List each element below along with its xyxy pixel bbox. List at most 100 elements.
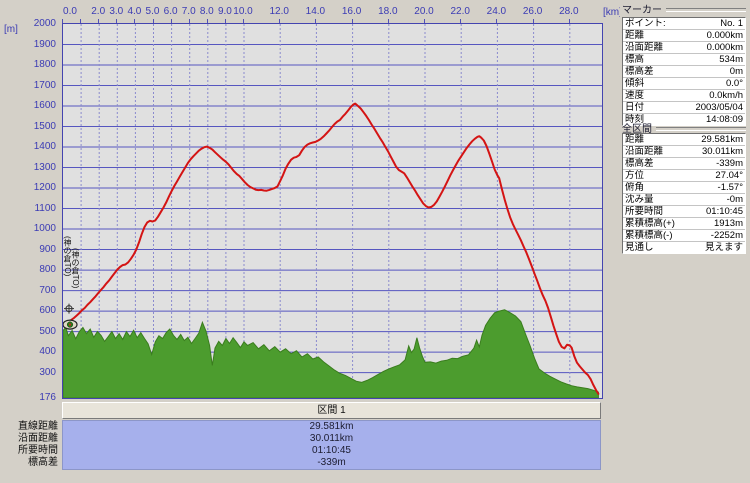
x-tick-mark: [98, 19, 100, 23]
x-tick-mark: [568, 19, 570, 23]
info-table-row: 所要時間 01:10:45: [623, 206, 745, 218]
y-tick-label: 176: [39, 392, 56, 403]
y-tick-label: 1000: [33, 223, 56, 235]
x-tick-label: 18.0: [378, 6, 398, 17]
info-table-row: 距離 0.000km: [623, 30, 745, 42]
y-tick-label: 1500: [33, 120, 56, 132]
info-table-row: 日付 2003/05/04: [623, 102, 745, 114]
info-row-label: 日付: [625, 102, 645, 113]
info-row-value: 0.000km: [706, 30, 743, 41]
info-table-row: 累積標高(-) -2252m: [623, 230, 745, 242]
info-row-label: 標高差: [625, 66, 654, 77]
x-tick-label: 3.0: [109, 6, 124, 17]
x-tick-mark: [80, 19, 82, 23]
info-table-row: 俯角 -1.57°: [623, 182, 745, 194]
y-tick-label: 1300: [33, 161, 56, 173]
section-table-labels: 直線距離 沿面距離 所要時間 標高差: [0, 421, 58, 469]
info-table-row: 速度 0.0km/h: [623, 90, 745, 102]
elevation-chart[interactable]: [62, 23, 603, 399]
x-tick-label: 16.0: [341, 6, 362, 17]
info-table-row: 標高差 -339m: [623, 158, 745, 170]
x-tick-label: 5.0: [145, 6, 160, 17]
info-row-value: 30.011km: [701, 146, 743, 157]
x-tick-label: 8.0: [199, 6, 214, 17]
x-tick-label: 22.0: [450, 6, 470, 17]
section-row-value: 01:10:45: [312, 445, 351, 456]
section-row-label: 沿面距離: [18, 433, 58, 444]
x-tick-label: 20.0: [414, 6, 434, 17]
section-row-label: 所要時間: [18, 445, 58, 456]
info-row-value: 0.000km: [706, 42, 743, 53]
section-table-values: 29.581km 30.011km 01:10:45 -339m: [62, 420, 601, 470]
info-row-value: 0m: [729, 66, 743, 77]
x-tick-label: 28.0: [559, 6, 579, 17]
info-row-label: 累積標高(+): [625, 218, 675, 229]
section-row-value: 29.581km: [309, 421, 354, 432]
info-table-row: 時刻 14:08:09: [623, 114, 745, 125]
info-table-row: 方位 27.04°: [623, 170, 745, 182]
x-tick-label: 4.0: [127, 6, 142, 17]
info-row-value: 2003/05/04: [695, 102, 743, 113]
start-waypoint-label: (神の倉TO): [63, 235, 72, 276]
info-row-label: 標高: [625, 54, 645, 65]
info-row-value: 534m: [719, 54, 743, 65]
info-row-value: -1.57°: [717, 182, 743, 193]
x-tick-mark: [532, 19, 534, 23]
info-row-value: -0m: [726, 194, 743, 205]
info-row-label: 速度: [625, 90, 645, 101]
marker-panel-header: マーカー: [622, 2, 746, 16]
info-row-label: 距離: [625, 30, 645, 41]
start-waypoint-icon[interactable]: [63, 303, 78, 330]
info-table-row: 沿面距離 0.000km: [623, 42, 745, 54]
info-row-value: 14:08:09: [706, 114, 743, 125]
chart-canvas[interactable]: [63, 24, 602, 398]
info-row-value: No. 1: [720, 18, 743, 29]
info-row-label: 沈み量: [625, 194, 654, 205]
x-axis-unit-label: [km]: [603, 7, 622, 18]
info-row-value: 0.0°: [725, 78, 743, 89]
info-row-label: 標高差: [625, 158, 654, 169]
info-table-row: ポイント: No. 1: [623, 18, 745, 30]
x-tick-label: 9.0: [217, 6, 232, 17]
x-tick-mark: [134, 19, 136, 23]
info-table-row: 傾斜 0.0°: [623, 78, 745, 90]
total-panel-header: 全区間: [622, 121, 746, 135]
y-tick-label: 1400: [33, 141, 56, 153]
x-tick-label: 2.0: [91, 6, 106, 17]
y-tick-label: 600: [39, 305, 56, 317]
x-tick-mark: [315, 19, 317, 23]
x-tick-mark: [224, 19, 226, 23]
info-row-label: 沿面距離: [625, 146, 664, 157]
info-row-label: 俯角: [625, 182, 645, 193]
info-table-row: 見通し 見えます: [623, 242, 745, 253]
x-tick-label: 6.0: [163, 6, 178, 17]
x-tick-mark: [387, 19, 389, 23]
x-tick-label: 26.0: [522, 6, 543, 17]
x-tick-mark: [496, 19, 498, 23]
y-tick-label: 1100: [34, 202, 56, 214]
elevation-line-series: [63, 102, 600, 395]
x-tick-mark: [116, 19, 118, 23]
x-tick-label: 0.0: [63, 6, 77, 17]
x-tick-label: 7.0: [181, 6, 196, 17]
y-tick-label: 300: [39, 366, 56, 378]
y-tick-label: 1200: [33, 182, 56, 194]
info-row-label: 見通し: [625, 242, 654, 253]
section-header-bar[interactable]: 区間 1: [62, 402, 601, 419]
section-row-value: 30.011km: [309, 433, 354, 444]
x-tick-mark: [206, 19, 208, 23]
y-tick-label: 500: [39, 325, 56, 337]
marker-info-table: ポイント: No. 1 距離 0.000km 沿面距離 0.000km 標高 534m 標高差 0…: [622, 17, 746, 126]
info-row-value: 29.581km: [701, 134, 743, 145]
y-tick-label: 400: [39, 346, 56, 358]
info-row-label: 時刻: [625, 114, 645, 125]
y-tick-label: 800: [39, 264, 56, 276]
info-row-value: 見えます: [704, 242, 743, 253]
x-tick-label: 10.0: [233, 6, 253, 17]
x-tick-mark: [279, 19, 281, 23]
info-row-label: 所要時間: [625, 206, 664, 217]
info-row-label: 累積標高(-): [625, 230, 673, 241]
info-row-label: ポイント:: [625, 18, 666, 29]
info-row-value: 27.04°: [715, 170, 743, 181]
